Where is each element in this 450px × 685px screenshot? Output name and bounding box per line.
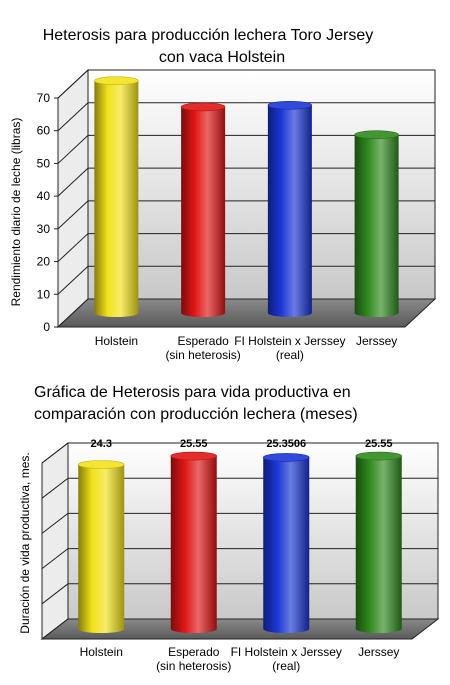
gridline	[41, 477, 438, 499]
gridline	[57, 265, 435, 295]
plot-area: 0 10 20 30 40 50 60 70 Holstein Esperado(sin hete…	[37, 68, 437, 362]
y-tick-label: 30	[37, 222, 51, 236]
bar-top	[267, 100, 313, 110]
y-tick-label: 60	[37, 124, 51, 138]
bar	[77, 460, 125, 633]
x-tick-label: (sin heterosis)	[165, 348, 240, 362]
y-tick-label: 40	[37, 189, 51, 203]
bar-top	[77, 460, 125, 469]
bar-body	[94, 80, 139, 317]
x-tick-label: (real)	[276, 348, 304, 362]
plot-area: 24.3 Holstein 25.55 Esperado(sin heterosis)…	[40, 438, 440, 673]
bar-top	[262, 453, 310, 462]
bar-top	[94, 76, 139, 86]
gridline	[57, 233, 435, 262]
gridline	[41, 442, 438, 464]
x-tick-label: Holstein	[95, 334, 138, 348]
y-tick-label: 70	[37, 91, 51, 105]
bar-body	[355, 456, 402, 633]
chart-title-line-1: Gráfica de Heterosis para vida productiv…	[34, 384, 351, 401]
side-wall	[57, 68, 89, 329]
bar-body	[181, 106, 226, 318]
x-tick-label: Holstein	[80, 645, 123, 659]
bar	[170, 451, 218, 633]
x-tick-label: Esperado	[177, 334, 229, 348]
x-tick-label: (sin heterosis)	[156, 659, 231, 673]
chart-title-line-2: comparación con producción lechera (mese…	[34, 406, 358, 423]
chart-title-line-2: con vaca Holstein	[159, 49, 285, 66]
bar-body	[263, 457, 310, 633]
x-tick-label: (real)	[272, 659, 300, 673]
gridline	[41, 512, 438, 534]
bar-top	[354, 130, 399, 140]
bar-top	[355, 451, 403, 461]
gridline	[57, 102, 435, 132]
x-tick-label: Jerssey	[356, 334, 397, 348]
milk-yield-chart: Heterosis para producción lechera Toro J…	[9, 27, 437, 362]
gridline	[41, 583, 438, 605]
x-tick-label: FI Holstein x Jerssey	[234, 334, 345, 348]
y-tick-label: 10	[37, 287, 51, 301]
gridline	[41, 548, 438, 569]
gridline	[57, 134, 435, 164]
x-tick-label: Jerssey	[358, 645, 399, 659]
bar	[354, 130, 399, 317]
gridline	[57, 69, 435, 99]
bar	[355, 451, 403, 633]
floor	[40, 618, 440, 640]
bar	[267, 100, 313, 317]
data-label: 25.55	[180, 438, 208, 450]
bar	[262, 453, 310, 633]
x-tick-label: Esperado	[168, 645, 220, 659]
y-axis-label: Rendimiento diario de leche (libras)	[9, 118, 23, 307]
bar-body	[78, 464, 125, 633]
bar-top	[170, 451, 218, 461]
floor	[56, 298, 437, 328]
gridline	[57, 200, 435, 230]
productive-life-chart: Gráfica de Heterosis para vida productiv…	[18, 384, 440, 673]
bar-body	[354, 134, 399, 317]
gridline	[57, 167, 435, 197]
bar	[94, 76, 139, 317]
y-axis-label: Duración de vida productiva, mes.	[18, 452, 32, 633]
y-tick-label: 0	[43, 320, 50, 334]
bar	[180, 102, 226, 318]
bar-body	[267, 105, 312, 317]
chart-title-line-1: Heterosis para producción lechera Toro J…	[43, 27, 374, 44]
y-tick-label: 50	[37, 156, 51, 170]
bar-body	[170, 456, 217, 633]
data-label: 25.55	[365, 438, 393, 450]
y-tick-label: 20	[37, 255, 51, 269]
bar-top	[180, 102, 226, 112]
side-wall	[41, 441, 69, 641]
x-tick-label: FI Holstein x Jerssey	[231, 645, 342, 659]
data-label: 24.3	[91, 438, 112, 450]
data-label: 25.3506	[266, 438, 306, 450]
